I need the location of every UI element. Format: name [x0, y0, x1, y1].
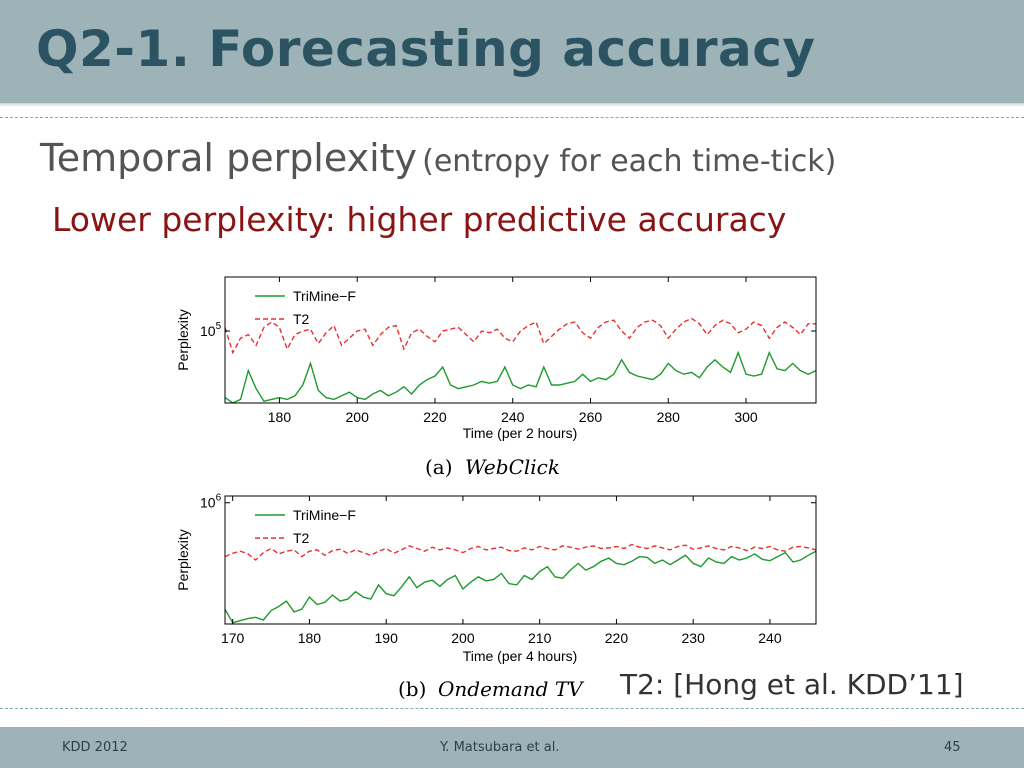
x-tick-label: 210	[528, 630, 552, 646]
accuracy-note: Lower perplexity: higher predictive accu…	[52, 200, 787, 239]
x-tick-label: 190	[375, 630, 399, 646]
x-tick-label: 200	[346, 409, 370, 425]
x-tick-label: 220	[605, 630, 629, 646]
series-line-t2-webclick	[224, 317, 816, 355]
footer-divider	[0, 708, 1024, 709]
x-tick-label: 240	[501, 409, 525, 425]
x-tick-label: 280	[657, 409, 681, 425]
chart-ondemand-tv: 170 180 190 200 210 220 230 240 106 TriMine−F T2 P…	[175, 493, 817, 701]
x-tick-label: 300	[734, 409, 758, 425]
x-tick-label: 170	[221, 630, 245, 646]
x-tick-label: 180	[268, 409, 292, 425]
series-line-t2-ondemand-tv	[224, 543, 817, 561]
title-bar: Q2-1. Forecasting accuracy	[0, 0, 1024, 107]
x-tick-label: 240	[758, 630, 782, 646]
ylabel-webclick: Perplexity	[175, 309, 191, 370]
chart-panel-webclick: 180 200 220 240 260 280 300 105 TriMine−F T2 Perp…	[160, 262, 840, 487]
footer-venue: KDD 2012	[62, 740, 128, 755]
chart-webclick: 180 200 220 240 260 280 300 105 TriMine−F T2 Perp…	[175, 276, 817, 479]
x-tick-label: 260	[579, 409, 603, 425]
legend-label-t2: T2	[293, 311, 310, 327]
chart-panel-ondemand-tv: 170 180 190 200 210 220 230 240 106 TriMine−F T2 P…	[160, 486, 840, 706]
title-bar-shadow	[0, 103, 1024, 107]
series-line-trimine-f-ondemand-tv	[224, 550, 817, 624]
caption-label-ondemand-tv: (b)	[398, 677, 426, 701]
plot-frame-ondemand-tv	[224, 495, 817, 625]
caption-webclick: (a) WebClick	[425, 455, 560, 479]
y-tick-label: 105	[200, 321, 222, 339]
slide-title: Q2-1. Forecasting accuracy	[36, 20, 816, 78]
subtitle-main: Temporal perplexity	[40, 136, 418, 180]
ylabel-ondemand-tv: Perplexity	[175, 529, 191, 590]
x-tick-label: 230	[682, 630, 706, 646]
x-tick-label: 200	[451, 630, 475, 646]
x-tick-label: 180	[298, 630, 322, 646]
legend-label-trimine-f: TriMine−F	[293, 288, 356, 304]
plot-frame-webclick	[224, 276, 817, 404]
legend-label-t2: T2	[293, 530, 310, 546]
caption-name-webclick: WebClick	[465, 455, 560, 479]
caption-label-webclick: (a)	[425, 455, 453, 479]
series-line-trimine-f-webclick	[224, 350, 817, 404]
xlabel-ondemand-tv: Time (per 4 hours)	[463, 648, 578, 664]
x-tick-label: 220	[423, 409, 447, 425]
subtitle: Temporal perplexity (entropy for each ti…	[40, 136, 836, 180]
caption-name-ondemand-tv: Ondemand TV	[438, 677, 585, 701]
xlabel-webclick: Time (per 2 hours)	[463, 425, 578, 441]
footer-authors: Y. Matsubara et al.	[440, 740, 560, 755]
caption-ondemand-tv: (b) Ondemand TV	[398, 677, 585, 701]
subtitle-parenthetical: (entropy for each time-tick)	[422, 144, 837, 179]
t2-reference: T2: [Hong et al. KDD’11]	[620, 668, 964, 701]
footer-bar: KDD 2012 Y. Matsubara et al. 45	[0, 727, 1024, 768]
title-divider	[0, 117, 1024, 118]
legend-label-trimine-f: TriMine−F	[293, 507, 356, 523]
footer-page-number: 45	[944, 740, 961, 755]
y-tick-label: 106	[200, 493, 222, 511]
